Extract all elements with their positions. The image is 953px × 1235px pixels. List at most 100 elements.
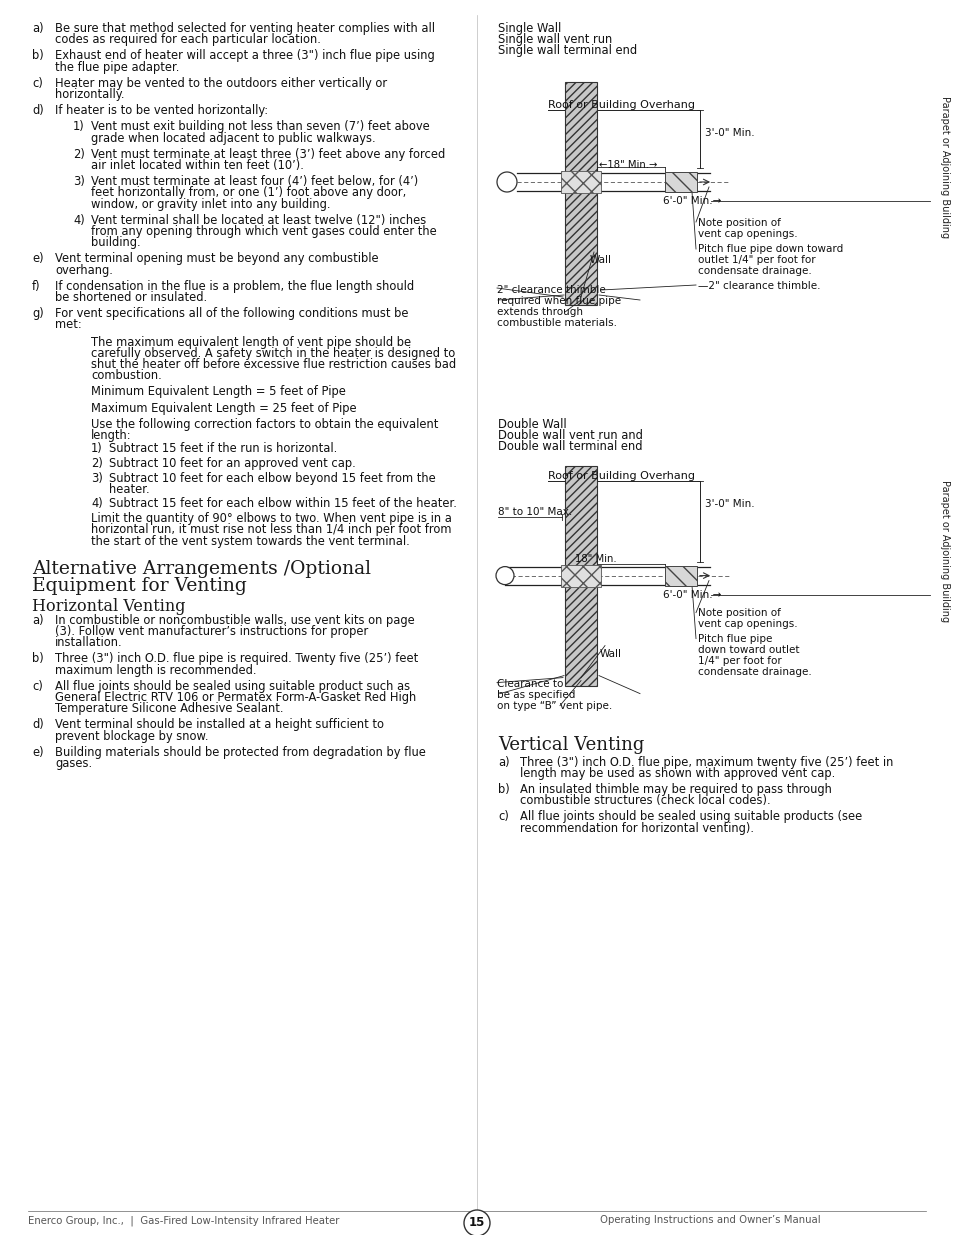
Text: Single Wall: Single Wall <box>497 22 560 35</box>
Text: extends through: extends through <box>497 308 582 317</box>
Text: b): b) <box>32 652 44 666</box>
Bar <box>664 172 697 191</box>
Text: combustible structures (check local codes).: combustible structures (check local code… <box>519 794 770 808</box>
Text: f): f) <box>32 280 41 293</box>
Text: be as specified: be as specified <box>497 689 575 699</box>
Text: shut the heater off before excessive flue restriction causes bad: shut the heater off before excessive flu… <box>91 358 456 370</box>
Text: building.: building. <box>91 236 140 249</box>
Text: e): e) <box>32 746 44 758</box>
Circle shape <box>463 1210 490 1235</box>
Text: Limit the quantity of 90° elbows to two. When vent pipe is in a: Limit the quantity of 90° elbows to two.… <box>91 513 452 525</box>
Text: gases.: gases. <box>55 757 92 769</box>
Text: Alternative Arrangements /Optional: Alternative Arrangements /Optional <box>32 559 371 578</box>
Text: the flue pipe adapter.: the flue pipe adapter. <box>55 61 179 74</box>
Text: condensate drainage.: condensate drainage. <box>698 266 811 275</box>
Text: length may be used as shown with approved vent cap.: length may be used as shown with approve… <box>519 767 835 779</box>
Text: 2): 2) <box>73 148 85 161</box>
Text: Temperature Silicone Adhesive Sealant.: Temperature Silicone Adhesive Sealant. <box>55 703 283 715</box>
Text: Enerco Group, Inc.,  |  Gas-Fired Low-Intensity Infrared Heater: Enerco Group, Inc., | Gas-Fired Low-Inte… <box>28 1215 339 1225</box>
Circle shape <box>496 567 514 584</box>
Text: —2" clearance thimble.: —2" clearance thimble. <box>698 282 820 291</box>
Text: Double wall terminal end: Double wall terminal end <box>497 441 641 453</box>
Text: 1): 1) <box>91 442 103 456</box>
Text: Double wall vent run and: Double wall vent run and <box>497 430 642 442</box>
Bar <box>560 170 600 193</box>
Text: In combustible or noncombustible walls, use vent kits on page: In combustible or noncombustible walls, … <box>55 614 415 627</box>
Text: window, or gravity inlet into any building.: window, or gravity inlet into any buildi… <box>91 198 330 211</box>
Text: Subtract 15 feet if the run is horizontal.: Subtract 15 feet if the run is horizonta… <box>109 442 337 456</box>
Text: Roof or Building Overhang: Roof or Building Overhang <box>547 100 695 110</box>
Text: condensate drainage.: condensate drainage. <box>698 667 811 677</box>
Text: d): d) <box>32 104 44 117</box>
Text: down toward outlet: down toward outlet <box>698 645 799 655</box>
Text: 3'-0" Min.: 3'-0" Min. <box>704 128 754 138</box>
Text: Minimum Equivalent Length = 5 feet of Pipe: Minimum Equivalent Length = 5 feet of Pi… <box>91 385 346 399</box>
Text: 6'-0" Min.→: 6'-0" Min.→ <box>662 196 720 206</box>
Text: a): a) <box>32 614 44 627</box>
Text: Pitch flue pipe down toward: Pitch flue pipe down toward <box>698 245 842 254</box>
Text: the start of the vent system towards the vent terminal.: the start of the vent system towards the… <box>91 535 410 547</box>
Text: be shortened or insulated.: be shortened or insulated. <box>55 291 207 304</box>
Text: Wall: Wall <box>599 648 621 658</box>
Text: Single wall vent run: Single wall vent run <box>497 33 612 46</box>
Text: If heater is to be vented horizontally:: If heater is to be vented horizontally: <box>55 104 268 117</box>
Text: prevent blockage by snow.: prevent blockage by snow. <box>55 730 209 742</box>
Text: overhang.: overhang. <box>55 263 112 277</box>
Text: horizontally.: horizontally. <box>55 88 125 101</box>
Text: 4): 4) <box>73 214 85 227</box>
Text: For vent specifications all of the following conditions must be: For vent specifications all of the follo… <box>55 308 408 320</box>
Bar <box>564 82 597 305</box>
Text: (3). Follow vent manufacturer’s instructions for proper: (3). Follow vent manufacturer’s instruct… <box>55 625 368 638</box>
Text: ←18" Min.→: ←18" Min.→ <box>598 161 657 170</box>
Text: horizontal run, it must rise not less than 1/4 inch per foot from: horizontal run, it must rise not less th… <box>91 524 451 536</box>
Text: The maximum equivalent length of vent pipe should be: The maximum equivalent length of vent pi… <box>91 336 411 348</box>
Text: b): b) <box>32 49 44 63</box>
Text: Heater may be vented to the outdoors either vertically or: Heater may be vented to the outdoors eit… <box>55 77 387 90</box>
Text: feet horizontally from, or one (1’) foot above any door,: feet horizontally from, or one (1’) foot… <box>91 186 406 199</box>
Text: Use the following correction factors to obtain the equivalent: Use the following correction factors to … <box>91 417 438 431</box>
Text: An insulated thimble may be required to pass through: An insulated thimble may be required to … <box>519 783 831 797</box>
Text: 15: 15 <box>468 1216 485 1230</box>
Text: d): d) <box>32 719 44 731</box>
Text: Note position of: Note position of <box>698 219 781 228</box>
Text: Operating Instructions and Owner’s Manual: Operating Instructions and Owner’s Manua… <box>599 1215 820 1225</box>
Text: length:: length: <box>91 429 132 442</box>
Text: Vent must terminate at least four (4’) feet below, for (4’): Vent must terminate at least four (4’) f… <box>91 175 417 188</box>
Text: Subtract 10 feet for an approved vent cap.: Subtract 10 feet for an approved vent ca… <box>109 457 355 469</box>
Text: Pitch flue pipe: Pitch flue pipe <box>698 634 772 643</box>
Text: outlet 1/4" per foot for: outlet 1/4" per foot for <box>698 254 815 266</box>
Text: All flue joints should be sealed using suitable product such as: All flue joints should be sealed using s… <box>55 679 410 693</box>
Text: Wall: Wall <box>589 254 612 266</box>
Text: from any opening through which vent gases could enter the: from any opening through which vent gase… <box>91 225 436 238</box>
Text: Vertical Venting: Vertical Venting <box>497 736 643 753</box>
Text: Be sure that method selected for venting heater complies with all: Be sure that method selected for venting… <box>55 22 435 35</box>
Circle shape <box>497 172 517 191</box>
Text: combustion.: combustion. <box>91 369 162 382</box>
Text: 3): 3) <box>91 472 103 484</box>
Text: b): b) <box>497 783 509 797</box>
Text: Parapet or Adjoining Building: Parapet or Adjoining Building <box>939 479 949 621</box>
Text: heater.: heater. <box>109 483 150 495</box>
Bar <box>564 466 597 685</box>
Bar <box>664 566 697 585</box>
Text: Subtract 10 feet for each elbow beyond 15 feet from the: Subtract 10 feet for each elbow beyond 1… <box>109 472 436 484</box>
Text: codes as required for each particular location.: codes as required for each particular lo… <box>55 33 320 46</box>
Text: 2" clearance thimble: 2" clearance thimble <box>497 285 605 295</box>
Text: Parapet or Adjoining Building: Parapet or Adjoining Building <box>939 96 949 238</box>
Text: c): c) <box>32 679 43 693</box>
Text: Horizontal Venting: Horizontal Venting <box>32 598 185 615</box>
Text: c): c) <box>497 810 508 824</box>
Text: 1/4" per foot for: 1/4" per foot for <box>698 656 781 666</box>
Text: Vent terminal should be installed at a height sufficient to: Vent terminal should be installed at a h… <box>55 719 384 731</box>
Text: Building materials should be protected from degradation by flue: Building materials should be protected f… <box>55 746 425 758</box>
Text: 8" to 10" Max.: 8" to 10" Max. <box>497 506 572 516</box>
Text: on type “B” vent pipe.: on type “B” vent pipe. <box>497 700 612 710</box>
Bar <box>560 564 600 587</box>
Text: recommendation for horizontal venting).: recommendation for horizontal venting). <box>519 821 753 835</box>
Text: 18" Min.: 18" Min. <box>575 553 616 563</box>
Text: g): g) <box>32 308 44 320</box>
Text: grade when located adjacent to public walkways.: grade when located adjacent to public wa… <box>91 132 375 144</box>
Text: required when flue pipe: required when flue pipe <box>497 296 620 306</box>
Text: vent cap openings.: vent cap openings. <box>698 619 797 629</box>
Text: 3): 3) <box>73 175 85 188</box>
